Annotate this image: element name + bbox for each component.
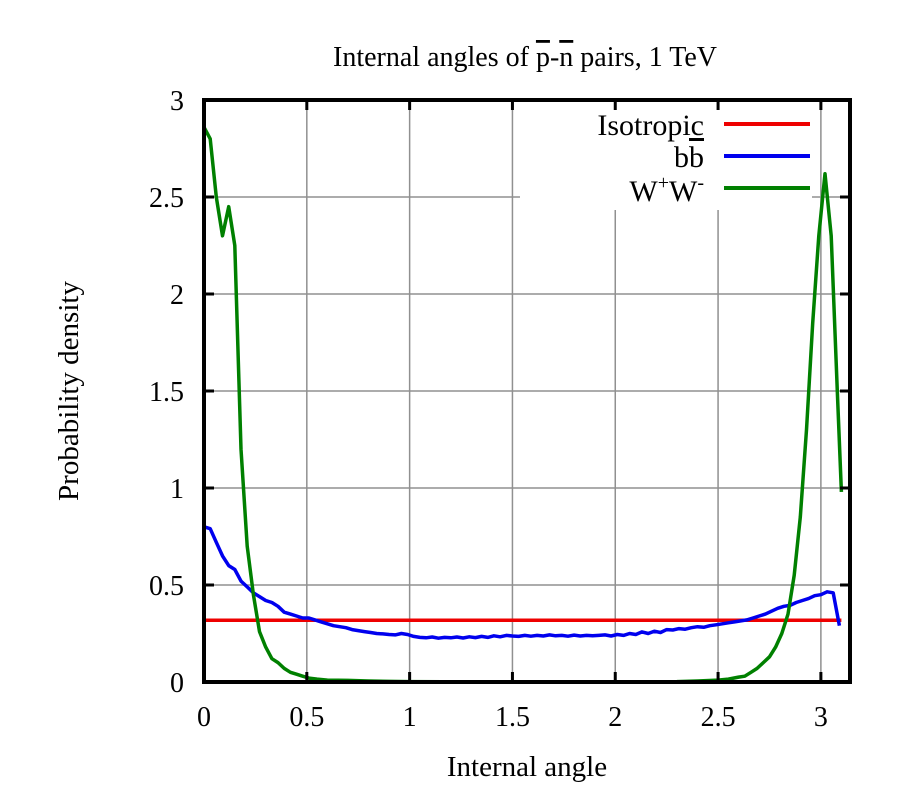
y-tick-label: 1.5 xyxy=(149,377,184,408)
legend-label-ww: W+W- xyxy=(629,172,704,208)
title-dash: - xyxy=(550,42,559,73)
legend-bb-b: b xyxy=(674,141,689,174)
title-pbar: p xyxy=(536,42,550,73)
x-tick-label: 2.5 xyxy=(701,702,736,733)
legend-ww-w2: W xyxy=(669,175,698,208)
x-tick-label: 1.5 xyxy=(495,702,530,733)
x-tick-label: 3 xyxy=(814,702,828,733)
legend-label-isotropic: Isotropic xyxy=(597,109,704,142)
x-tick-label: 0.5 xyxy=(289,702,324,733)
y-tick-label: 2 xyxy=(170,280,184,311)
series-line-bb xyxy=(203,525,842,640)
title-nbar: n xyxy=(559,42,573,73)
plot-series xyxy=(202,126,844,684)
x-axis-label: Internal angle xyxy=(447,751,607,783)
legend: Isotropic bb W+W- xyxy=(597,109,810,208)
title-after: pairs, 1 TeV xyxy=(573,42,717,73)
y-tick-label: 3 xyxy=(170,86,184,117)
y-tick-label: 0.5 xyxy=(149,571,184,602)
x-tick-label: 1 xyxy=(403,702,417,733)
grid xyxy=(204,100,850,682)
x-tick-label: 2 xyxy=(608,702,622,733)
legend-label-bb: bb xyxy=(674,141,704,174)
legend-ww-minus: - xyxy=(697,172,704,194)
y-tick-label: 2.5 xyxy=(149,183,184,214)
y-axis-label: Probability density xyxy=(53,281,85,501)
x-tick-label: 0 xyxy=(197,702,211,733)
chart-title: Internal angles of p-n pairs, 1 TeV xyxy=(333,42,717,73)
tick-marks xyxy=(202,98,850,684)
legend-ww-w1: W xyxy=(629,175,658,208)
title-before: Internal angles of xyxy=(333,42,536,73)
legend-bb-bbar: b xyxy=(689,141,704,174)
legend-ww-plus: + xyxy=(658,172,669,194)
y-tick-label: 0 xyxy=(170,668,184,699)
series-line-ww xyxy=(202,126,844,684)
y-tick-label: 1 xyxy=(170,474,184,505)
